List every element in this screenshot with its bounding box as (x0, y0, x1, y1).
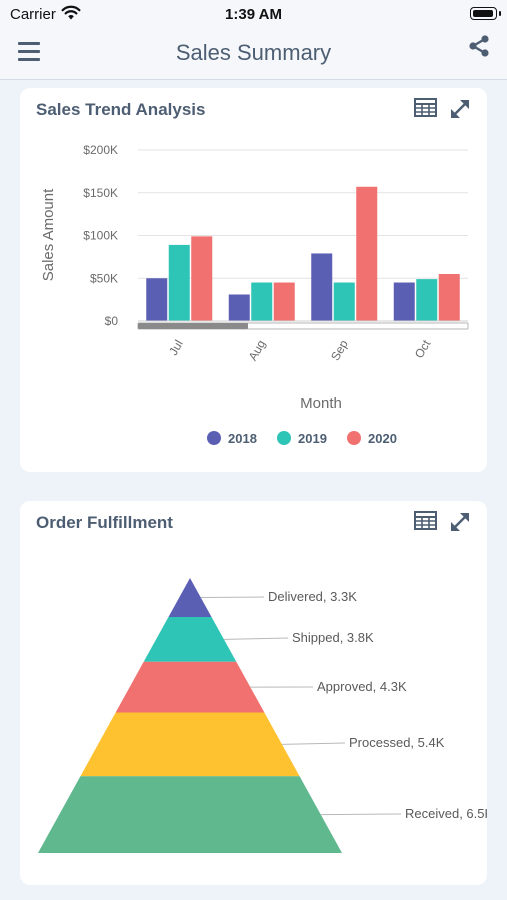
legend-marker-2020[interactable] (347, 431, 361, 445)
y-tick-label: $100K (83, 229, 118, 243)
page-title: Sales Summary (175, 40, 332, 65)
y-axis-title: Sales Amount (40, 188, 57, 281)
connector-line (223, 637, 289, 640)
legend-marker-2018[interactable] (207, 431, 221, 445)
hamburger-icon-line (18, 58, 40, 61)
pyramid-segment-received[interactable] (38, 776, 342, 853)
x-axis-title: Month (300, 395, 342, 412)
expand-icon[interactable] (449, 98, 471, 120)
bar-2019-oct[interactable] (416, 279, 438, 321)
y-tick-label: $200K (83, 143, 118, 157)
bar-2019-sep[interactable] (333, 282, 355, 321)
bar-2019-aug[interactable] (251, 282, 273, 321)
sales-trend-title: Sales Trend Analysis (36, 100, 206, 119)
bar-2019-jul[interactable] (168, 244, 190, 321)
stage-label: Shipped, 3.8K (292, 630, 374, 645)
x-tick-label: Jul (166, 338, 186, 358)
hamburger-icon-line (18, 50, 40, 53)
bar-2020-aug[interactable] (273, 282, 295, 321)
y-tick-label: $150K (83, 186, 118, 200)
expand-icon[interactable] (449, 511, 471, 533)
status-bar: Carrier 1:39 AM (0, 0, 507, 28)
app-header: Sales Summary (0, 28, 507, 80)
pyramid-segment-shipped[interactable] (143, 616, 237, 662)
y-tick-label: $0 (105, 314, 119, 328)
bar-2020-jul[interactable] (191, 236, 213, 321)
legend-label-2019[interactable]: 2019 (298, 431, 327, 446)
order-fulfillment-card: Delivered, 3.3K Shipped, 3.8K Approved, 4.… (20, 501, 487, 885)
sales-trend-chart: $0 $50K $100K $150K $200K Jul Aug Sep Oct Month Sa… (40, 143, 469, 446)
stage-label: Approved, 4.3K (317, 679, 407, 694)
table-view-icon[interactable] (414, 98, 437, 117)
legend-marker-2019[interactable] (277, 431, 291, 445)
bar-2020-oct[interactable] (438, 273, 460, 321)
share-icon[interactable] (467, 34, 491, 58)
bar-2020-sep[interactable] (356, 186, 378, 321)
bar-2018-jul[interactable] (146, 278, 168, 321)
y-tick-label: $50K (90, 271, 118, 285)
pyramid-segment-processed[interactable] (80, 712, 300, 777)
pyramid-segment-approved[interactable] (115, 661, 265, 713)
scrollbar-thumb[interactable] (138, 323, 248, 329)
order-fulfillment-title: Order Fulfillment (36, 513, 173, 532)
legend-label-2020[interactable]: 2020 (368, 431, 397, 446)
hamburger-icon (18, 42, 40, 45)
x-tick-label: Oct (412, 337, 434, 361)
wifi-icon (61, 5, 81, 20)
stage-label: Processed, 5.4K (349, 735, 445, 750)
stage-label: Delivered, 3.3K (268, 589, 357, 604)
clock: 1:39 AM (225, 6, 282, 23)
bar-2018-sep[interactable] (311, 253, 333, 321)
bar-2018-oct[interactable] (393, 282, 415, 321)
table-view-icon[interactable] (414, 511, 437, 530)
connector-line (281, 742, 346, 745)
sales-trend-card: $0 $50K $100K $150K $200K Jul Aug Sep Oct Month Sa… (20, 88, 487, 472)
pyramid-segment-delivered[interactable] (168, 578, 212, 617)
legend-label-2018[interactable]: 2018 (228, 431, 257, 446)
menu-button[interactable] (18, 42, 42, 62)
order-fulfillment-chart: Delivered, 3.3K Shipped, 3.8K Approved, 4.… (38, 578, 487, 853)
stage-label: Received, 6.5K (405, 806, 487, 821)
bar-2018-aug[interactable] (228, 294, 250, 321)
x-tick-label: Aug (246, 338, 269, 363)
connector-line (320, 813, 402, 816)
battery-icon (470, 7, 501, 20)
x-tick-label: Sep (328, 337, 351, 363)
carrier-label: Carrier (10, 6, 56, 23)
